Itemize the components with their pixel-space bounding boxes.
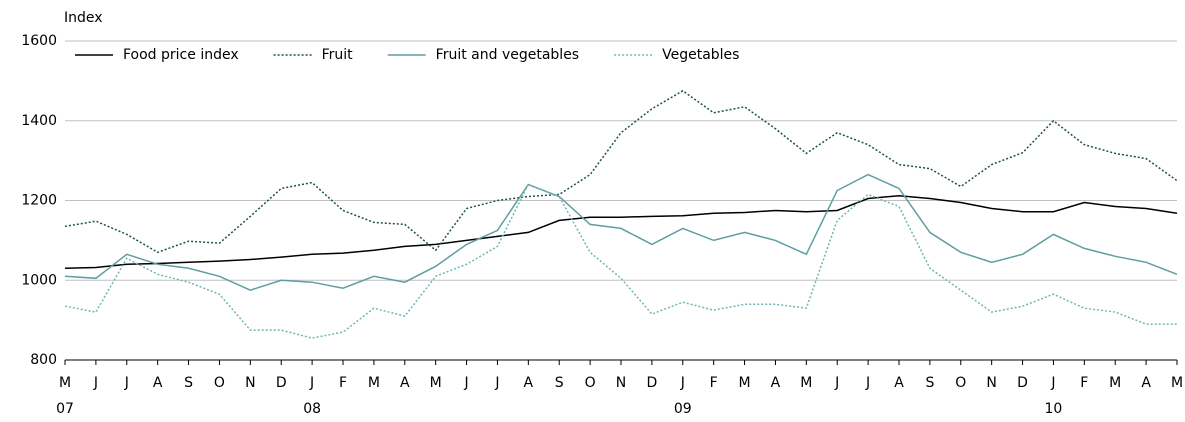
x-tick-label: A: [1141, 375, 1151, 391]
y-tick-label: 1000: [21, 272, 57, 288]
x-tick-label: S: [184, 375, 193, 391]
x-tick-label: D: [276, 375, 287, 391]
series-line: [64, 194, 1178, 270]
x-tick-label: J: [865, 375, 870, 391]
series-line: [64, 173, 1178, 292]
x-group-label: 07: [56, 401, 74, 417]
x-tick-label: M: [430, 375, 442, 391]
series-line: [64, 183, 1177, 339]
x-tick-label: N: [986, 375, 996, 391]
x-tick-label: S: [925, 375, 934, 391]
x-tick-label: M: [800, 375, 812, 391]
y-tick-label: 800: [30, 352, 57, 368]
legend-label: Food price index: [123, 47, 239, 63]
x-tick-label: A: [400, 375, 410, 391]
x-tick-label: F: [1080, 375, 1088, 391]
x-tick-label: O: [585, 375, 596, 391]
x-tick-label: D: [646, 375, 657, 391]
legend-label: Fruit and vegetables: [436, 47, 579, 63]
x-tick-label: S: [555, 375, 564, 391]
x-tick-label: J: [93, 375, 98, 391]
y-tick-label: 1400: [21, 113, 57, 129]
x-group-label: 08: [303, 401, 321, 417]
x-tick-label: J: [309, 375, 314, 391]
x-tick-label: J: [1050, 375, 1055, 391]
x-tick-label: A: [153, 375, 163, 391]
x-tick-label: J: [124, 375, 129, 391]
x-tick-label: J: [494, 375, 499, 391]
x-tick-label: O: [955, 375, 966, 391]
x-tick-label: D: [1017, 375, 1028, 391]
legend-label: Vegetables: [662, 47, 739, 63]
y-tick-label: 1200: [21, 193, 57, 209]
series-line: [64, 89, 1178, 254]
x-tick-label: M: [1171, 375, 1183, 391]
x-tick-label: J: [463, 375, 468, 391]
x-tick-label: F: [710, 375, 718, 391]
x-tick-label: J: [834, 375, 839, 391]
x-tick-label: O: [214, 375, 225, 391]
legend-label: Fruit: [322, 47, 354, 63]
x-tick-label: M: [739, 375, 751, 391]
x-tick-label: M: [59, 375, 71, 391]
x-tick-label: N: [245, 375, 255, 391]
x-tick-label: M: [1109, 375, 1121, 391]
x-group-label: 09: [674, 401, 692, 417]
x-tick-label: J: [680, 375, 685, 391]
y-tick-label: 1600: [21, 33, 57, 49]
x-tick-label: M: [368, 375, 380, 391]
x-tick-label: A: [524, 375, 534, 391]
x-group-label: 10: [1045, 401, 1063, 417]
x-tick-label: A: [894, 375, 904, 391]
y-axis-label: Index: [64, 10, 103, 26]
x-tick-label: A: [771, 375, 781, 391]
x-tick-label: N: [616, 375, 626, 391]
x-tick-label: F: [339, 375, 347, 391]
